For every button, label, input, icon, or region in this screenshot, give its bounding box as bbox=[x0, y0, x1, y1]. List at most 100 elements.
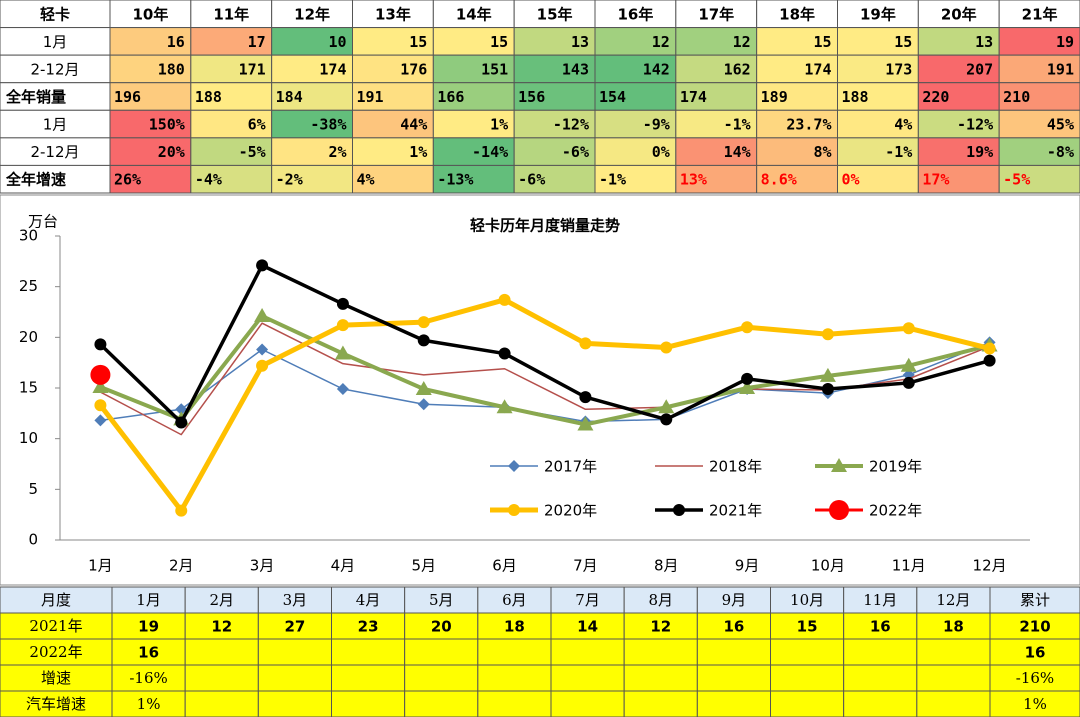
cell-value: 16 bbox=[723, 618, 744, 636]
cell-value: 12 bbox=[650, 618, 671, 636]
point bbox=[256, 259, 269, 272]
cell-value: 151 bbox=[481, 60, 508, 78]
cell-value: 23 bbox=[358, 618, 379, 636]
row-label: 1月 bbox=[43, 116, 68, 134]
cell-value: 1% bbox=[137, 695, 161, 713]
heat-cell bbox=[513, 137, 596, 166]
cell-value: 16 bbox=[870, 618, 891, 636]
cell-value: -14% bbox=[472, 143, 508, 161]
heat-cell bbox=[675, 54, 758, 84]
point bbox=[336, 319, 349, 332]
heat-cell bbox=[109, 164, 192, 194]
cell bbox=[477, 638, 552, 666]
cell-value: 188 bbox=[842, 88, 869, 106]
heat-cell bbox=[998, 54, 1080, 84]
point bbox=[579, 391, 592, 404]
heat-cell bbox=[998, 109, 1080, 139]
y-tick-label: 0 bbox=[28, 531, 38, 549]
cell-value: -2% bbox=[276, 171, 303, 189]
cell-value: 150% bbox=[149, 116, 185, 134]
cell-value: 0% bbox=[842, 171, 860, 189]
cell-value: -13% bbox=[437, 171, 473, 189]
header-text: 21年 bbox=[1022, 5, 1058, 23]
row-label-cell bbox=[0, 137, 111, 166]
cell bbox=[257, 638, 333, 666]
point bbox=[256, 343, 269, 356]
header-text: 累计 bbox=[1020, 591, 1050, 609]
point bbox=[175, 403, 188, 416]
cell-value: 188 bbox=[195, 88, 222, 106]
cell bbox=[184, 638, 259, 666]
header-text: 9月 bbox=[722, 591, 747, 609]
cell-value: -1% bbox=[599, 171, 626, 189]
row-label-cell bbox=[0, 27, 111, 56]
cell-value: 19% bbox=[966, 143, 993, 161]
heat-cell bbox=[756, 164, 839, 194]
cell-value: 0% bbox=[652, 143, 670, 161]
cell-value: 8% bbox=[813, 143, 831, 161]
header-text: 12年 bbox=[294, 5, 330, 23]
chart-title: 轻卡历年月度销量走势 bbox=[470, 217, 620, 235]
point bbox=[577, 416, 594, 431]
cell-value: 176 bbox=[400, 60, 427, 78]
cell bbox=[843, 612, 918, 640]
point bbox=[673, 504, 685, 516]
cell bbox=[184, 664, 259, 692]
heat-cell bbox=[837, 137, 919, 166]
heat-cell bbox=[352, 54, 434, 84]
cell-value: -1% bbox=[885, 143, 912, 161]
heat-cell bbox=[271, 82, 353, 111]
cell-value: 13% bbox=[680, 171, 707, 189]
y-tick-label: 25 bbox=[19, 277, 38, 295]
cell-value: 17 bbox=[248, 33, 266, 51]
cell-value: 143 bbox=[562, 60, 589, 78]
header-cell bbox=[756, 0, 839, 29]
header-text: 17年 bbox=[698, 5, 734, 23]
point bbox=[741, 321, 754, 334]
cell-value: 1% bbox=[490, 116, 508, 134]
heat-cell bbox=[352, 109, 434, 139]
heat-cell bbox=[271, 109, 353, 139]
cell bbox=[843, 664, 918, 692]
heat-cell bbox=[513, 109, 596, 139]
point bbox=[498, 347, 511, 360]
heat-cell bbox=[756, 137, 839, 166]
point bbox=[660, 341, 673, 354]
chart-frame bbox=[0, 194, 1080, 586]
point bbox=[94, 338, 107, 351]
cell-value: 174 bbox=[319, 60, 346, 78]
cell-value: -6% bbox=[518, 171, 545, 189]
cell bbox=[770, 664, 845, 692]
point bbox=[254, 308, 271, 323]
cell-value: 16 bbox=[167, 33, 185, 51]
point bbox=[508, 460, 520, 472]
point bbox=[902, 376, 915, 389]
cell bbox=[477, 664, 552, 692]
cell bbox=[770, 690, 845, 717]
header-text: 轻卡 bbox=[40, 5, 70, 23]
row-label: 2-12月 bbox=[30, 60, 79, 78]
heat-cell bbox=[513, 164, 596, 194]
header-cell bbox=[998, 0, 1080, 29]
cell bbox=[477, 612, 552, 640]
cell bbox=[550, 612, 625, 640]
cell-value: -12% bbox=[957, 116, 993, 134]
cell bbox=[331, 638, 406, 666]
row-label-cell bbox=[0, 164, 111, 194]
point bbox=[94, 414, 107, 427]
cell-value: -16% bbox=[129, 669, 167, 687]
header-text: 10月 bbox=[790, 591, 824, 609]
cell-value: 12 bbox=[733, 33, 751, 51]
cell bbox=[770, 638, 845, 666]
point bbox=[660, 413, 673, 426]
cell-value: 15 bbox=[797, 618, 818, 636]
y-tick-label: 5 bbox=[28, 480, 38, 498]
cell-value: 4% bbox=[894, 116, 912, 134]
point bbox=[579, 337, 592, 350]
point bbox=[175, 416, 188, 429]
cell-value: -9% bbox=[643, 116, 670, 134]
cell-value: 8.6% bbox=[761, 171, 797, 189]
y-tick-label: 30 bbox=[19, 227, 38, 245]
header-cell bbox=[184, 586, 259, 614]
